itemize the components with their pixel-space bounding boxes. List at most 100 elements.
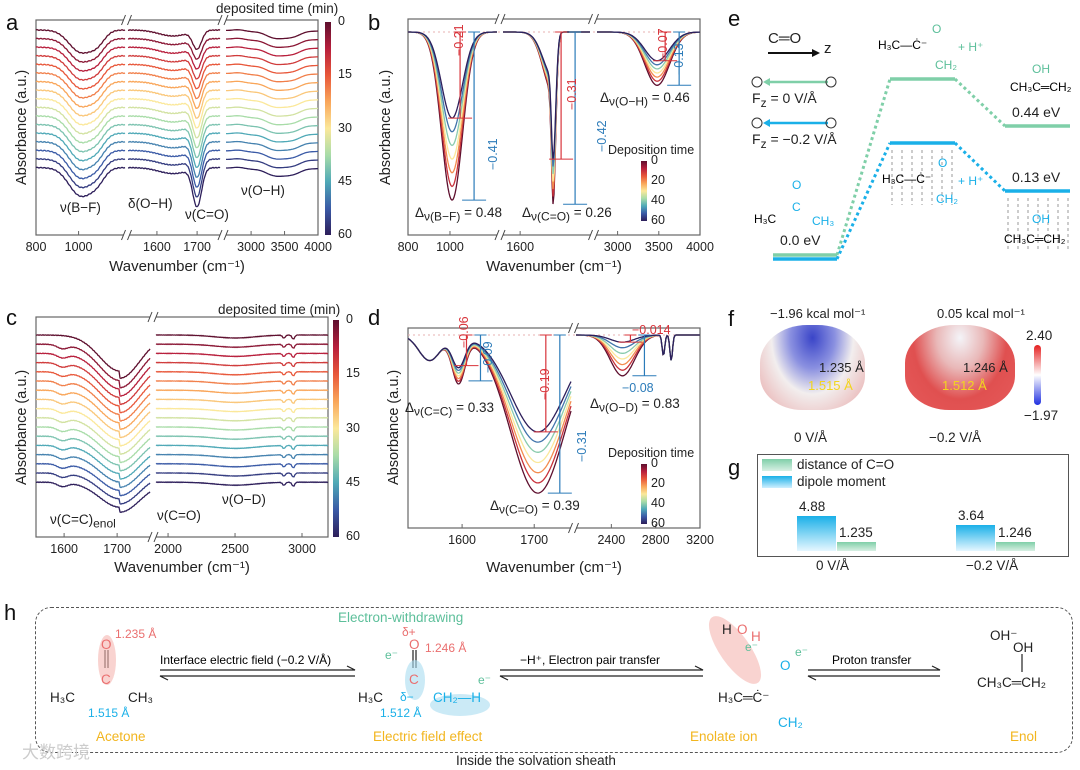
spectrum-curve	[226, 72, 319, 83]
colorbar-tick: 60	[651, 213, 665, 227]
colorbar-tick: 30	[346, 420, 360, 435]
spectrum-curve	[36, 389, 151, 431]
x-tick-label: 3200	[686, 533, 714, 547]
colorbar-tick: 30	[338, 120, 352, 135]
spectrum-curve	[155, 379, 329, 386]
x-tick-label: 3500	[270, 240, 299, 254]
ts-neg-ch2: CH₂	[936, 192, 958, 206]
bar-value-label: 1.246	[998, 525, 1032, 541]
colorbar-tick: 0	[651, 456, 658, 470]
spectrum-curve	[226, 63, 319, 74]
h-acetone-co: 1.235 Å	[115, 627, 157, 641]
acetone-c: C	[792, 200, 801, 214]
h-efe-co: 1.246 Å	[425, 641, 467, 655]
spectrum-curve	[36, 425, 151, 464]
b-delta-bf: Δν(B−F) = 0.48	[415, 205, 503, 224]
esp-surface-neg	[905, 325, 1015, 410]
colorbar-tick: 15	[338, 67, 352, 82]
electron-withdrawing: Electron-withdrawing	[338, 610, 464, 625]
d-delta-cc: Δν(C=C) = 0.33	[405, 400, 495, 419]
spectrum-curve	[35, 80, 126, 108]
spectrum-curve	[36, 398, 151, 439]
x-tick-label: 3000	[603, 240, 632, 254]
spectrum-curve	[36, 444, 151, 480]
spectrum-curve	[576, 334, 700, 361]
spectrum-curve	[127, 106, 221, 139]
spectrum-curve	[127, 80, 221, 109]
spectrum-curve	[226, 132, 319, 143]
colorbar-b	[641, 161, 647, 221]
legend-swatch-distance	[762, 459, 792, 471]
d-delta-od: Δν(O−D) = 0.83	[590, 396, 680, 415]
panel-label-c: c	[6, 305, 17, 330]
xlabel-c: Wavenumber (cm⁻¹)	[114, 559, 250, 576]
spectrum-curve	[127, 149, 221, 188]
h-enolate-h2: H	[751, 629, 761, 644]
enol-neg: CH₃C═CH₂	[1004, 232, 1066, 246]
ts-neg: H₃C—Ċ⁻	[882, 172, 932, 186]
legend-distance: distance of C=O	[797, 457, 895, 472]
f-field-left: 0 V/Å	[794, 430, 828, 445]
energy-ground: 0.0 eV	[780, 232, 821, 248]
x-tick-label: 1700	[103, 542, 132, 556]
spectrum-curve	[36, 370, 151, 414]
bar-dipole	[956, 524, 995, 551]
axis-break	[123, 18, 130, 237]
h-efe-dplus: δ+	[402, 625, 416, 639]
esp-left: −1.96 kcal mol⁻¹	[770, 306, 866, 321]
spectrum-curve	[155, 435, 329, 441]
cc-left: 1.515 Å	[808, 378, 853, 393]
colorbar-tick: 20	[651, 476, 665, 490]
h-enolate-h1: H	[722, 622, 732, 637]
spectrum-curve	[35, 89, 126, 117]
colorbar-tick: 45	[338, 173, 352, 188]
spectrum-curve	[127, 123, 221, 159]
h-enolate-e2: e⁻	[795, 645, 809, 659]
h-acetone-o: O	[101, 637, 112, 652]
h-acetone-ch3: CH₃	[128, 690, 153, 705]
name-enol: Enol	[1010, 729, 1038, 744]
spectrum-curve	[127, 54, 221, 80]
axis-break	[590, 17, 597, 237]
ts-0V-ch2: CH₂	[935, 58, 957, 72]
colorbar-tick: 0	[651, 153, 658, 167]
plot-frame	[407, 327, 701, 529]
name-acetone: Acetone	[96, 729, 146, 744]
colorbar-title-c: deposited time (min)	[218, 302, 341, 317]
spectrum-curve	[35, 123, 126, 153]
spectrum-curve	[226, 37, 319, 48]
d-diff-od-min: −0.014	[632, 323, 671, 337]
spectrum-curve	[226, 106, 319, 117]
plot-frame	[407, 18, 701, 236]
panel-label-d: d	[368, 305, 381, 330]
spectrum-curve	[127, 97, 221, 129]
x-tick-label: 1600	[143, 240, 171, 254]
colorbar-d	[641, 464, 647, 524]
bar-value-label: 4.88	[799, 498, 826, 514]
h-enolate-e1: e⁻	[745, 640, 759, 654]
spectrum-curve	[127, 63, 221, 90]
h-efe-cc: 1.512 Å	[380, 706, 422, 720]
legend-swatch-dipole	[762, 476, 792, 488]
step1-label: Interface electric field (−0.2 V/Å)	[160, 653, 332, 667]
panel-label-a: a	[6, 10, 19, 35]
colorbar-title-b: Deposition time	[608, 143, 695, 157]
x-tick-label: 1700	[183, 240, 211, 254]
spectrum-curve	[226, 140, 319, 152]
x-tick-label: 2800	[641, 533, 670, 547]
spectrum-curve	[36, 416, 151, 456]
solvation-sheath-box	[35, 607, 1073, 753]
h-acetone-cc: 1.515 Å	[88, 706, 130, 720]
d-delta-co: Δν(C=O) = 0.39	[490, 498, 580, 517]
spectrum-curve	[35, 140, 126, 171]
x-tick-label: 3000	[237, 240, 265, 254]
spectrum-curve	[35, 46, 126, 73]
axis-break	[497, 17, 503, 237]
spectrum-curve	[35, 114, 126, 144]
colorbar-tick: 60	[338, 227, 352, 241]
colorbar-tick: 45	[346, 474, 360, 489]
spectrum-curve	[155, 407, 329, 414]
